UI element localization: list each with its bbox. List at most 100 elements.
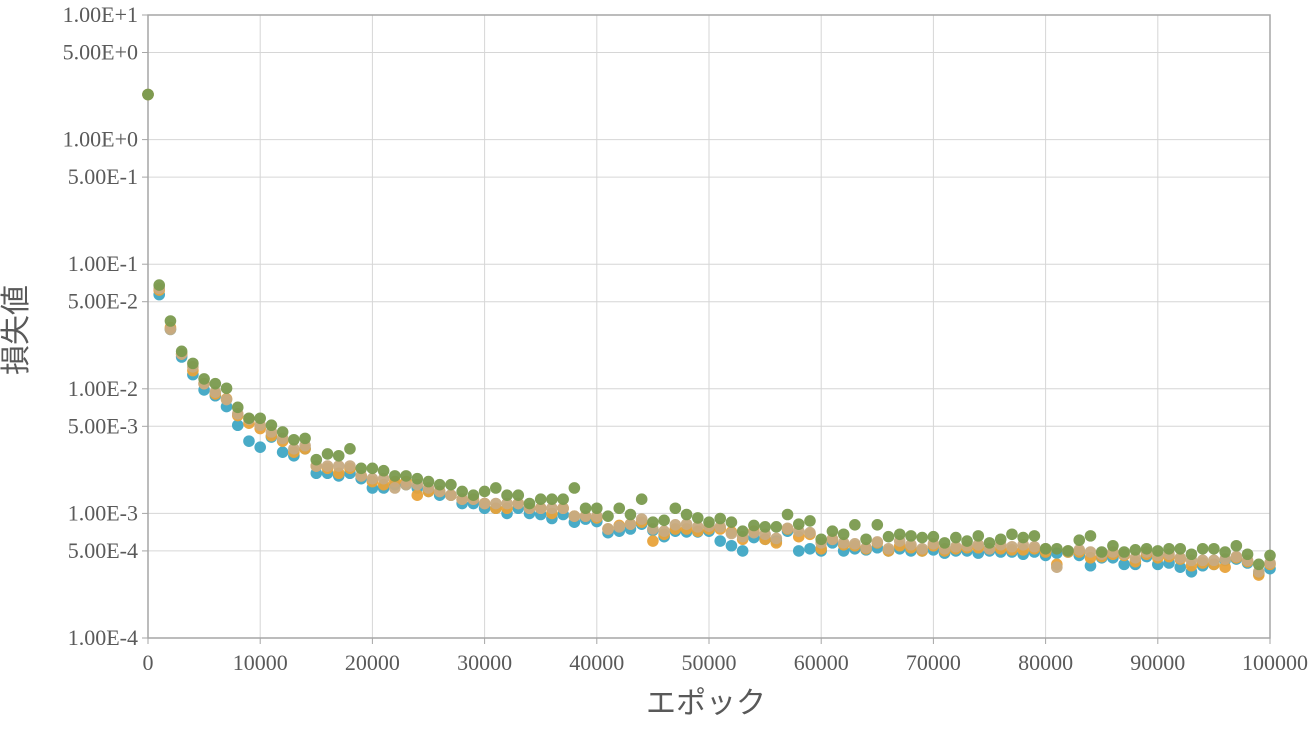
- data-point: [647, 535, 659, 547]
- data-point: [1118, 546, 1130, 558]
- data-point: [142, 88, 154, 101]
- data-point: [411, 489, 424, 501]
- data-point: [579, 502, 592, 515]
- data-point: [725, 516, 738, 528]
- data-point: [1196, 554, 1209, 567]
- data-point: [983, 537, 996, 549]
- data-point: [209, 386, 222, 398]
- data-point: [860, 541, 872, 554]
- data-point: [781, 522, 794, 535]
- data-point: [927, 530, 940, 543]
- data-point: [568, 482, 581, 494]
- data-point: [1129, 544, 1142, 556]
- data-point: [1174, 542, 1187, 555]
- data-point: [1095, 546, 1108, 558]
- x-tick-label: 80000: [1018, 650, 1073, 675]
- data-point: [826, 533, 839, 546]
- data-point: [815, 533, 827, 546]
- data-point: [1107, 539, 1119, 552]
- data-point: [669, 519, 682, 531]
- data-point: [1219, 546, 1231, 558]
- x-tick-label: 50000: [682, 650, 737, 675]
- data-point: [658, 514, 670, 527]
- data-point: [1230, 539, 1243, 552]
- data-point: [389, 470, 401, 482]
- data-point: [389, 482, 401, 494]
- data-point: [321, 448, 334, 460]
- data-point: [377, 472, 390, 485]
- data-point: [254, 441, 266, 453]
- data-point: [1039, 542, 1052, 555]
- data-point: [714, 535, 727, 547]
- data-point: [220, 382, 233, 395]
- x-tick-label: 40000: [569, 650, 624, 675]
- data-point: [534, 502, 547, 515]
- x-tick-label: 90000: [1130, 650, 1185, 675]
- y-tick-label: 1.00E-1: [68, 251, 138, 276]
- data-point: [905, 538, 917, 551]
- data-point: [467, 489, 480, 501]
- grid: [147, 14, 1271, 639]
- data-point: [905, 530, 917, 542]
- data-point: [445, 489, 457, 501]
- data-point: [961, 535, 973, 547]
- data-point: [1208, 542, 1220, 555]
- y-tick-labels: 1.00E-4 5.00E-4 1.00E-3 5.00E-3 1.00E-2 5.00E…: [63, 2, 148, 650]
- data-point: [321, 460, 334, 472]
- data-point: [187, 357, 199, 370]
- x-tick-label: 70000: [906, 650, 961, 675]
- data-point: [714, 512, 727, 525]
- data-point: [299, 432, 311, 445]
- data-point: [534, 493, 547, 506]
- data-point: [243, 435, 255, 447]
- data-point: [804, 515, 816, 527]
- data-point: [591, 510, 603, 522]
- data-point: [1017, 531, 1029, 544]
- y-tick-label: 1.00E+0: [63, 127, 138, 152]
- x-tick-label: 0: [143, 650, 154, 675]
- data-point: [647, 516, 659, 528]
- data-point: [288, 433, 300, 446]
- data-point: [1051, 561, 1063, 574]
- data-point: [972, 538, 985, 551]
- data-point: [613, 521, 626, 533]
- data-point: [624, 518, 637, 530]
- data-point: [366, 462, 379, 475]
- x-tick-label: 60000: [794, 650, 849, 675]
- data-point: [826, 525, 839, 537]
- data-point: [950, 531, 962, 544]
- data-point: [400, 470, 412, 482]
- data-point: [804, 526, 816, 539]
- data-point: [792, 545, 805, 557]
- data-point: [265, 419, 278, 432]
- data-point: [736, 545, 749, 557]
- data-point: [1140, 542, 1153, 555]
- data-point: [433, 478, 446, 491]
- data-point: [344, 442, 356, 455]
- data-point: [1241, 548, 1254, 561]
- y-tick-label: 5.00E-4: [68, 538, 138, 563]
- data-point: [804, 542, 816, 555]
- data-point: [1264, 549, 1276, 562]
- data-point: [669, 502, 682, 515]
- data-point: [231, 401, 244, 414]
- data-point: [445, 478, 457, 491]
- data-point: [490, 482, 502, 494]
- x-tick-label: 30000: [457, 650, 512, 675]
- data-point: [1062, 545, 1074, 557]
- data-point: [400, 478, 412, 491]
- data-point: [377, 464, 390, 477]
- data-point: [512, 497, 525, 510]
- data-point: [748, 519, 760, 532]
- data-point: [781, 508, 794, 521]
- data-point: [1118, 558, 1130, 571]
- data-point: [501, 489, 513, 501]
- data-point: [1006, 528, 1018, 541]
- series-4: [142, 88, 1276, 571]
- data-point: [602, 510, 614, 522]
- data-point: [1219, 561, 1231, 574]
- data-point: [1028, 530, 1041, 542]
- data-point: [1230, 550, 1243, 563]
- data-point: [691, 512, 704, 524]
